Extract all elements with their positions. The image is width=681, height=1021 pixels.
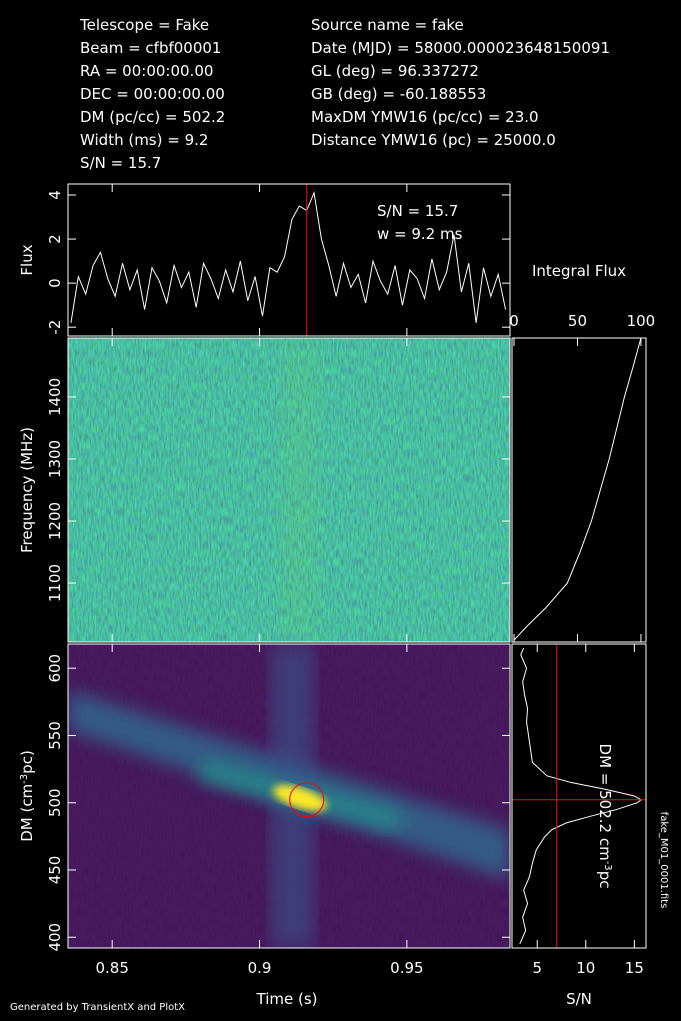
- header-line: Width (ms) = 9.2: [80, 131, 208, 149]
- header-line: DM (pc/cc) = 502.2: [80, 108, 225, 126]
- candidate-marker: [289, 782, 325, 818]
- panel-frame: [67, 183, 511, 337]
- header-line: S/N = 15.7: [80, 154, 161, 172]
- y-tick-label: 1100: [46, 564, 64, 602]
- y-tick-label: 2: [46, 234, 64, 244]
- panel-frame: [511, 337, 647, 643]
- header-line: GL (deg) = 96.337272: [311, 62, 479, 80]
- y-axis-label: DM (cm-3pc): [18, 750, 36, 842]
- x-axis-label: Integral Flux: [532, 262, 626, 280]
- annotation-part: -3: [603, 861, 614, 871]
- y-tick-label: 1200: [46, 502, 64, 540]
- header-line: GB (deg) = -60.188553: [311, 85, 486, 103]
- y-axis-label-part: -3: [19, 774, 30, 784]
- header-line: Distance YMW16 (pc) = 25000.0: [311, 131, 556, 149]
- y-axis-label: Frequency (MHz): [18, 427, 36, 553]
- header-line: Beam = cfbf00001: [80, 39, 221, 57]
- panel-frame: [511, 643, 647, 949]
- y-tick-label: 0: [46, 278, 64, 288]
- waterfall-texture: [68, 338, 510, 642]
- profile-curve: [513, 337, 642, 641]
- y-axis-label: Flux: [18, 244, 36, 275]
- annotation: DM = 502.2 cm-3pc: [596, 744, 614, 889]
- annotation: w = 9.2 ms: [377, 225, 463, 243]
- panel-frame: [67, 643, 511, 949]
- y-tick-label: -2: [46, 320, 64, 335]
- x-tick-label: 50: [568, 312, 587, 330]
- y-tick-label: 550: [46, 721, 64, 750]
- x-tick-label: 100: [627, 312, 656, 330]
- annotation-part: DM = 502.2 cm: [596, 744, 614, 861]
- x-tick-label: 15: [625, 959, 644, 977]
- x-tick-label: 0: [509, 312, 519, 330]
- x-tick-label: 0.85: [95, 959, 128, 977]
- y-tick-label: 1400: [46, 378, 64, 416]
- y-tick-label: 450: [46, 856, 64, 885]
- header-line: MaxDM YMW16 (pc/cc) = 23.0: [311, 108, 539, 126]
- annotation: S/N = 15.7: [377, 202, 458, 220]
- y-tick-label: 400: [46, 923, 64, 952]
- x-tick-label: 5: [532, 959, 542, 977]
- x-tick-label: 0.9: [248, 959, 272, 977]
- x-tick-label: 10: [576, 959, 595, 977]
- x-tick-label: 0.95: [390, 959, 423, 977]
- y-tick-label: 600: [46, 654, 64, 683]
- panel-frame: [67, 337, 511, 643]
- flux-profile: [70, 190, 507, 323]
- header-line: Telescope = Fake: [79, 16, 209, 34]
- annotation-part: pc: [596, 871, 614, 889]
- y-tick-label: 1300: [46, 440, 64, 478]
- x-axis-label: Time (s): [256, 990, 318, 1008]
- y-axis-label-part: DM (cm: [18, 784, 36, 842]
- header-line: DEC = 00:00:00.00: [80, 85, 225, 103]
- footer: Generated by TransientX and PlotX: [10, 1002, 185, 1013]
- file-label: fake_M01_0001.fits: [658, 812, 669, 909]
- y-axis-label-part: pc): [18, 750, 36, 774]
- x-axis-label: S/N: [566, 990, 592, 1008]
- y-tick-label: 500: [46, 788, 64, 817]
- dm-time-texture: [68, 644, 510, 948]
- header-line: Source name = fake: [311, 16, 464, 34]
- header-line: RA = 00:00:00.00: [80, 62, 213, 80]
- y-tick-label: 4: [46, 190, 64, 200]
- header-line: Date (MJD) = 58000.000023648150091: [311, 39, 610, 57]
